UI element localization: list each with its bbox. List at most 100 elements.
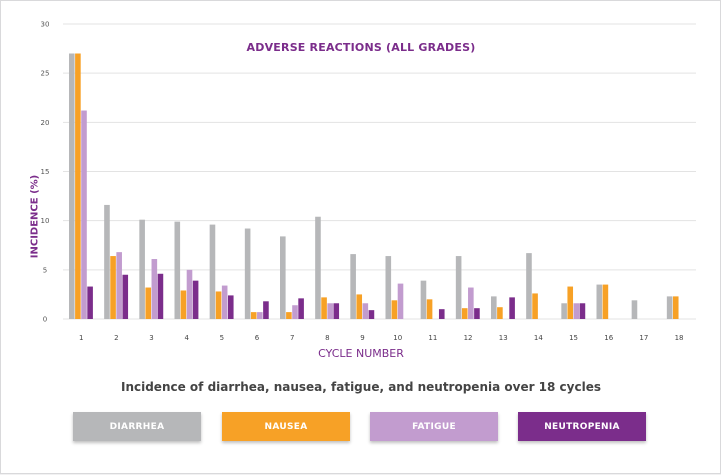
bar-diarrhea-cycle-9 [350, 254, 356, 319]
y-tick-label: 10 [41, 217, 50, 225]
y-tick-label: 15 [41, 168, 50, 176]
x-tick-label: 15 [569, 334, 578, 342]
bar-fatigue-cycle-9 [362, 303, 369, 319]
bar-diarrhea-cycle-11 [420, 280, 427, 319]
bar-diarrhea-cycle-4 [174, 221, 181, 319]
bar-nausea-cycle-2 [110, 256, 116, 319]
x-axis-label: CYCLE NUMBER [318, 347, 404, 360]
x-tick-label: 12 [464, 334, 473, 342]
bar-nausea-cycle-1 [75, 53, 81, 319]
bar-nausea-cycle-3 [145, 287, 152, 319]
bar-diarrhea-cycle-5 [209, 224, 216, 319]
bar-diarrhea-cycle-16 [596, 284, 603, 319]
bar-diarrhea-cycle-10 [385, 256, 392, 319]
bar-nausea-cycle-10 [391, 300, 398, 319]
bars [69, 53, 679, 320]
bar-nausea-cycle-6 [250, 312, 257, 319]
bar-diarrhea-cycle-12 [455, 256, 462, 319]
y-tick-label: 5 [43, 266, 47, 274]
x-tick-label: 8 [325, 334, 329, 342]
chart-caption: Incidence of diarrhea, nausea, fatigue, … [120, 380, 602, 394]
bar-neutropenia-cycle-4 [192, 280, 199, 319]
bar-nausea-cycle-18 [672, 296, 679, 319]
y-tick-label: 25 [41, 70, 50, 78]
bar-neutropenia-cycle-5 [227, 295, 234, 319]
bar-diarrhea-cycle-2 [104, 204, 110, 319]
bar-diarrhea-cycle-6 [244, 228, 251, 319]
bar-diarrhea-cycle-18 [666, 296, 673, 319]
x-tick-label: 7 [290, 334, 294, 342]
x-tick-label: 6 [255, 334, 260, 342]
y-tick-label: 30 [41, 21, 50, 29]
bar-nausea-cycle-11 [426, 299, 433, 319]
bar-neutropenia-cycle-7 [298, 298, 304, 319]
legend-label: NAUSEA [264, 421, 308, 432]
x-tick-label: 17 [639, 334, 648, 342]
legend-item-fatigue: FATIGUE [370, 412, 498, 441]
bar-diarrhea-cycle-15 [561, 303, 567, 319]
bar-neutropenia-cycle-6 [263, 301, 269, 319]
bar-diarrhea-cycle-17 [631, 300, 638, 319]
legend-label: NEUTROPENIA [544, 421, 620, 432]
x-tick-label: 10 [393, 334, 402, 342]
y-axis-label-wrap: INCIDENCE (%) [25, 175, 41, 258]
bar-fatigue-cycle-8 [327, 303, 333, 319]
bar-diarrhea-cycle-8 [315, 216, 321, 319]
bar-fatigue-cycle-10 [397, 283, 404, 319]
bar-fatigue-cycle-2 [116, 252, 122, 319]
y-tick-label: 20 [41, 119, 50, 127]
bar-fatigue-cycle-3 [151, 259, 158, 319]
x-tick-label: 5 [220, 334, 224, 342]
bar-neutropenia-cycle-9 [368, 310, 375, 319]
bar-nausea-cycle-16 [602, 284, 609, 319]
bar-fatigue-cycle-4 [186, 269, 193, 319]
bar-neutropenia-cycle-13 [509, 297, 515, 319]
x-tick-label: 1 [79, 334, 83, 342]
bar-neutropenia-cycle-3 [157, 273, 164, 319]
x-tick-label: 9 [360, 334, 364, 342]
bar-nausea-cycle-12 [461, 308, 468, 319]
bar-nausea-cycle-13 [497, 307, 503, 319]
bar-fatigue-cycle-1 [81, 110, 87, 320]
bar-fatigue-cycle-12 [468, 287, 474, 319]
x-tick-label: 16 [604, 334, 613, 342]
x-tick-label: 2 [114, 334, 118, 342]
grid-lines [63, 23, 696, 320]
legend-item-nausea: NAUSEA [222, 412, 350, 441]
bar-nausea-cycle-7 [286, 312, 292, 319]
bar-neutropenia-cycle-11 [438, 309, 445, 319]
bar-nausea-cycle-15 [567, 286, 574, 319]
legend-label: DIARRHEA [109, 421, 165, 432]
x-tick-label: 13 [499, 334, 508, 342]
bar-diarrhea-cycle-14 [526, 253, 532, 319]
legend-item-diarrhea: DIARRHEA [73, 412, 201, 441]
bar-neutropenia-cycle-8 [333, 303, 340, 319]
x-tick-label: 18 [675, 334, 684, 342]
bar-nausea-cycle-8 [321, 297, 327, 319]
x-tick-label: 4 [184, 334, 189, 342]
x-tick-label: 3 [149, 334, 153, 342]
bar-diarrhea-cycle-13 [491, 296, 497, 319]
bar-neutropenia-cycle-1 [87, 286, 93, 319]
bar-diarrhea-cycle-1 [69, 53, 75, 319]
bar-fatigue-cycle-5 [221, 285, 228, 319]
x-tick-label: 14 [534, 334, 543, 342]
bar-nausea-cycle-14 [532, 293, 538, 319]
bar-nausea-cycle-5 [215, 291, 222, 319]
chart-title: ADVERSE REACTIONS (ALL GRADES) [246, 41, 476, 54]
bar-fatigue-cycle-6 [257, 312, 263, 319]
bar-diarrhea-cycle-7 [280, 236, 286, 319]
bar-neutropenia-cycle-15 [579, 303, 586, 319]
legend-label: FATIGUE [412, 421, 456, 432]
y-axis-label: INCIDENCE (%) [29, 174, 41, 259]
bar-fatigue-cycle-7 [292, 305, 298, 319]
bar-nausea-cycle-9 [356, 294, 363, 319]
y-tick-label: 0 [43, 316, 47, 324]
bar-diarrhea-cycle-3 [139, 219, 145, 319]
bar-neutropenia-cycle-12 [474, 308, 480, 319]
x-tick-label: 11 [428, 334, 437, 342]
legend-item-neutropenia: NEUTROPENIA [518, 412, 646, 441]
